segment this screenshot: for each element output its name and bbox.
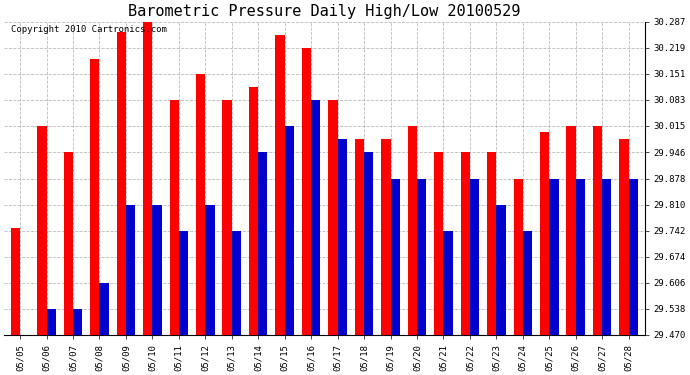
Bar (46, 309, 56, 335)
Bar (417, 178, 426, 335)
Bar (275, 35, 285, 335)
Bar (11, 228, 20, 335)
Bar (513, 178, 523, 335)
Bar (196, 74, 206, 335)
Bar (328, 100, 337, 335)
Bar (434, 153, 444, 335)
Bar (408, 126, 417, 335)
Text: Copyright 2010 Cartronics.com: Copyright 2010 Cartronics.com (10, 25, 166, 34)
Bar (311, 100, 320, 335)
Bar (523, 231, 532, 335)
Bar (355, 140, 364, 335)
Bar (382, 140, 391, 335)
Bar (117, 32, 126, 335)
Bar (470, 178, 479, 335)
Bar (602, 178, 611, 335)
Bar (487, 153, 496, 335)
Bar (620, 140, 629, 335)
Bar (143, 22, 152, 335)
Bar (549, 178, 558, 335)
Bar (90, 59, 99, 335)
Bar (364, 153, 373, 335)
Bar (63, 153, 73, 335)
Title: Barometric Pressure Daily High/Low 20100529: Barometric Pressure Daily High/Low 20100… (128, 4, 520, 19)
Bar (170, 100, 179, 335)
Bar (37, 126, 46, 335)
Bar (285, 126, 294, 335)
Bar (206, 205, 215, 335)
Bar (337, 140, 347, 335)
Bar (222, 100, 232, 335)
Bar (391, 178, 400, 335)
Bar (444, 231, 453, 335)
Bar (302, 48, 311, 335)
Bar (258, 153, 268, 335)
Bar (152, 205, 161, 335)
Bar (566, 126, 575, 335)
Bar (126, 205, 135, 335)
Bar (179, 231, 188, 335)
Bar (629, 178, 638, 335)
Bar (461, 153, 470, 335)
Bar (575, 178, 585, 335)
Bar (99, 283, 109, 335)
Bar (496, 205, 506, 335)
Bar (249, 87, 258, 335)
Bar (593, 126, 602, 335)
Bar (73, 309, 82, 335)
Bar (232, 231, 241, 335)
Bar (540, 132, 549, 335)
